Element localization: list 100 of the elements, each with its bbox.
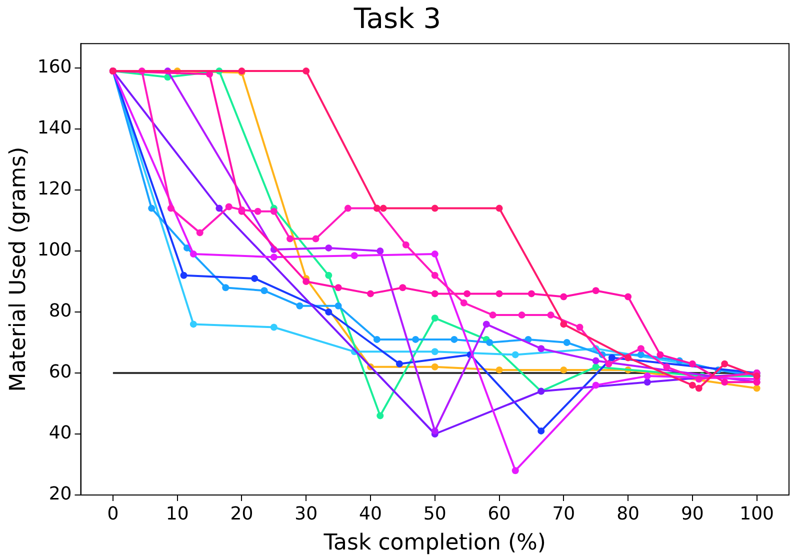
- point: [721, 378, 728, 386]
- point: [302, 278, 310, 285]
- point: [412, 336, 420, 343]
- point: [624, 293, 632, 300]
- point: [663, 363, 670, 370]
- x-tick-label: 80: [616, 503, 640, 524]
- point: [325, 272, 332, 279]
- point: [196, 229, 204, 236]
- y-tick-label: 100: [37, 240, 72, 261]
- point: [344, 204, 352, 212]
- point: [644, 378, 651, 386]
- point: [190, 320, 197, 328]
- point: [563, 339, 570, 346]
- point: [688, 360, 696, 368]
- point: [482, 320, 490, 328]
- x-tick-label: 30: [294, 503, 318, 524]
- point: [216, 204, 223, 212]
- point: [496, 290, 503, 298]
- point: [637, 351, 644, 358]
- point: [325, 308, 332, 316]
- point: [560, 320, 568, 328]
- point: [496, 366, 503, 374]
- point: [225, 203, 232, 210]
- y-tick-label: 20: [48, 484, 72, 505]
- point: [538, 427, 545, 434]
- point: [180, 272, 188, 279]
- point: [350, 252, 358, 260]
- point: [251, 274, 258, 282]
- point: [695, 384, 702, 392]
- point: [547, 312, 554, 319]
- x-tick-label: 20: [230, 503, 254, 524]
- chart-title: Task 3: [352, 2, 442, 36]
- point: [148, 204, 156, 212]
- point: [190, 250, 197, 258]
- point: [431, 204, 438, 212]
- point: [576, 324, 584, 331]
- point: [302, 68, 310, 75]
- point: [366, 290, 374, 298]
- point: [431, 314, 438, 322]
- point: [592, 287, 600, 294]
- point: [431, 427, 438, 434]
- point: [376, 248, 384, 254]
- x-axis-title: Task completion (%): [322, 530, 546, 556]
- x-tick-label: 10: [166, 503, 189, 524]
- y-tick-label: 40: [48, 422, 72, 444]
- point: [512, 467, 519, 474]
- point: [396, 360, 403, 368]
- y-tick-label: 160: [37, 56, 72, 78]
- point: [753, 384, 760, 392]
- x-tick-label: 60: [488, 503, 511, 524]
- point: [486, 339, 494, 346]
- point: [260, 287, 268, 294]
- x-tick-label: 90: [680, 503, 704, 524]
- point: [560, 293, 568, 300]
- point: [167, 204, 174, 212]
- y-tick-label: 120: [37, 178, 72, 200]
- point: [376, 412, 384, 420]
- point: [695, 376, 702, 383]
- point: [538, 345, 545, 352]
- point: [637, 345, 644, 352]
- x-tick-label: 0: [107, 503, 119, 524]
- point: [334, 284, 342, 292]
- point: [270, 208, 278, 215]
- point: [560, 366, 568, 374]
- point: [592, 382, 600, 389]
- point: [656, 351, 664, 358]
- point: [624, 354, 632, 362]
- point: [688, 382, 696, 389]
- point: [464, 290, 471, 298]
- point: [399, 284, 406, 292]
- point: [528, 290, 535, 298]
- y-tick-label: 80: [48, 300, 72, 322]
- point: [270, 324, 278, 331]
- point: [431, 363, 438, 370]
- y-tick-label: 60: [48, 362, 72, 383]
- point: [608, 354, 616, 362]
- x-tick-label: 100: [740, 503, 774, 524]
- x-tick-label: 70: [552, 503, 576, 524]
- point: [496, 204, 503, 212]
- point: [254, 208, 262, 215]
- point: [286, 235, 294, 242]
- point: [325, 244, 332, 252]
- y-tick-label: 140: [37, 118, 72, 139]
- point: [489, 312, 496, 319]
- point: [270, 254, 278, 261]
- x-tick-label: 50: [423, 503, 446, 524]
- point: [334, 302, 342, 310]
- point: [518, 312, 526, 319]
- point: [380, 204, 387, 212]
- point: [402, 241, 410, 248]
- point: [512, 351, 519, 358]
- point: [183, 244, 190, 252]
- point: [431, 348, 438, 356]
- point: [592, 357, 600, 364]
- point: [431, 290, 438, 298]
- point: [592, 363, 600, 370]
- point: [312, 235, 320, 242]
- point: [431, 272, 438, 279]
- x-tick-label: 40: [359, 503, 382, 524]
- point: [373, 336, 380, 343]
